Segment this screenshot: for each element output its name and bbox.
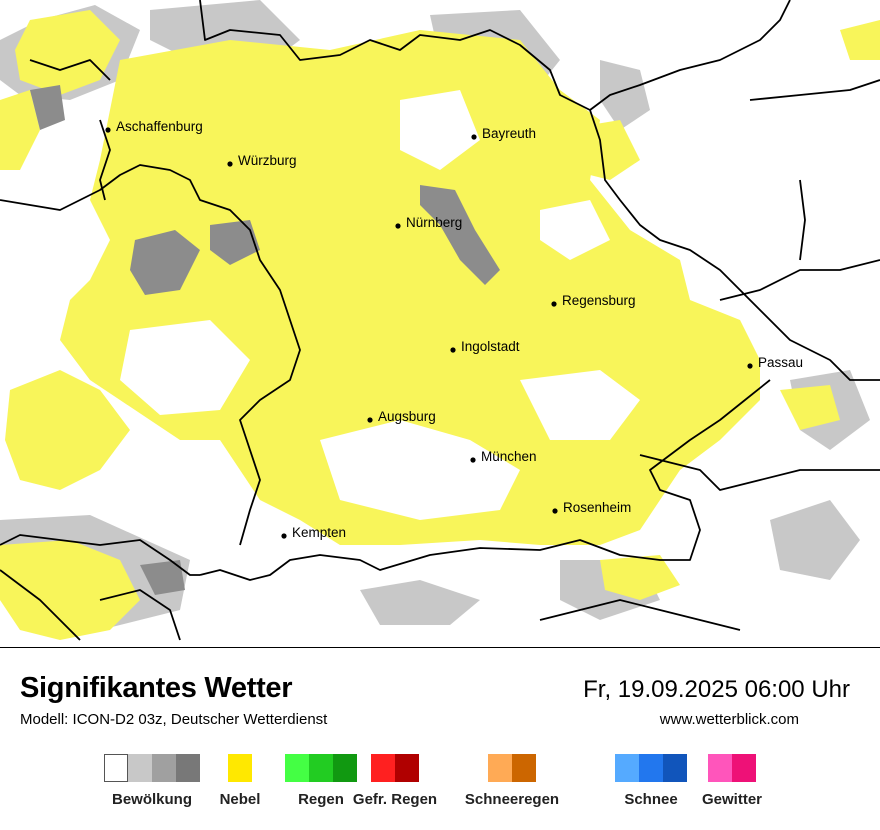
city-markers: Aschaffenburg Würzburg Bayreuth Nürnberg… [105,119,803,540]
clear-areas [120,90,640,520]
legend-swatches [104,754,200,782]
city-dot [552,508,558,514]
legend-swatch [309,754,333,782]
website-link[interactable]: www.wetterblick.com [659,711,799,728]
city-label: Würzburg [238,153,297,168]
model-subtitle: Modell: ICON-D2 03z, Deutscher Wetterdie… [20,711,328,728]
legend-group-1: Bewölkung [104,754,200,808]
city-dot [227,161,233,167]
legend-label: Nebel [219,791,261,808]
legend-swatch [663,754,687,782]
map-bottom-border [0,647,880,648]
legend-swatches [708,754,756,782]
city-wuerzburg: Würzburg [227,153,297,168]
page-title: Signifikantes Wetter [20,672,293,704]
legend-swatch [104,754,128,782]
city-label: Regensburg [562,293,636,308]
legend-swatch [333,754,357,782]
legend-swatch [512,754,536,782]
legend-swatch [488,754,512,782]
city-dot [105,127,111,133]
legend-group-5: Schneeregen [465,754,559,808]
legend-swatch [615,754,639,782]
legend-swatch [708,754,732,782]
legend-label: Regen [298,791,344,808]
city-aschaffenburg: Aschaffenburg [105,119,203,134]
legend-group-4: Gefr. Regen [353,754,437,808]
legend-group-3: Regen [285,754,357,808]
city-dot [747,363,753,369]
city-label: Rosenheim [563,500,631,515]
legend-swatch [285,754,309,782]
legend-swatches [285,754,357,782]
city-label: Kempten [292,525,346,540]
legend-label: Schneeregen [464,791,560,808]
legend-swatch [639,754,663,782]
city-muenchen: München [470,449,537,464]
legend-swatch [371,754,395,782]
legend-swatch [395,754,419,782]
city-label: Nürnberg [406,215,462,230]
city-nuernberg: Nürnberg [395,215,462,230]
legend-swatch [128,754,152,782]
legend-group-2: Nebel [220,754,260,808]
dense-cloud-layer [30,85,500,595]
legend-swatch [176,754,200,782]
legend-swatches [488,754,536,782]
legend-group-6: Schnee [615,754,687,808]
city-rosenheim: Rosenheim [552,500,631,515]
city-dot [450,347,456,353]
legend-label: Gewitter [701,791,763,808]
city-augsburg: Augsburg [367,409,436,424]
legend-swatches [228,754,252,782]
city-label: Bayreuth [482,126,536,141]
city-dot [470,457,476,463]
city-bayreuth: Bayreuth [471,126,536,141]
border-lines [0,0,880,641]
city-label: Augsburg [378,409,436,424]
city-dot [551,301,557,307]
legend-label: Schnee [624,791,678,808]
city-dot [395,223,401,229]
legend-swatches [371,754,419,782]
legend-group-7: Gewitter [702,754,762,808]
city-dot [281,533,287,539]
city-label: München [481,449,537,464]
city-dot [471,134,477,140]
city-label: Aschaffenburg [116,119,203,134]
city-ingolstadt: Ingolstadt [450,339,520,354]
city-regensburg: Regensburg [551,293,636,308]
legend-swatch [152,754,176,782]
legend-swatch [732,754,756,782]
forecast-datetime: Fr, 19.09.2025 06:00 Uhr [583,676,850,703]
city-dot [367,417,373,423]
legend-label: Bewölkung [111,791,193,808]
legend-swatches [615,754,687,782]
weather-map: Aschaffenburg Würzburg Bayreuth Nürnberg… [0,0,880,641]
legend-swatch [228,754,252,782]
city-label: Ingolstadt [461,339,520,354]
city-kempten: Kempten [281,525,346,540]
city-label: Passau [758,355,803,370]
legend-label: Gefr. Regen [352,791,438,808]
city-passau: Passau [747,355,803,370]
